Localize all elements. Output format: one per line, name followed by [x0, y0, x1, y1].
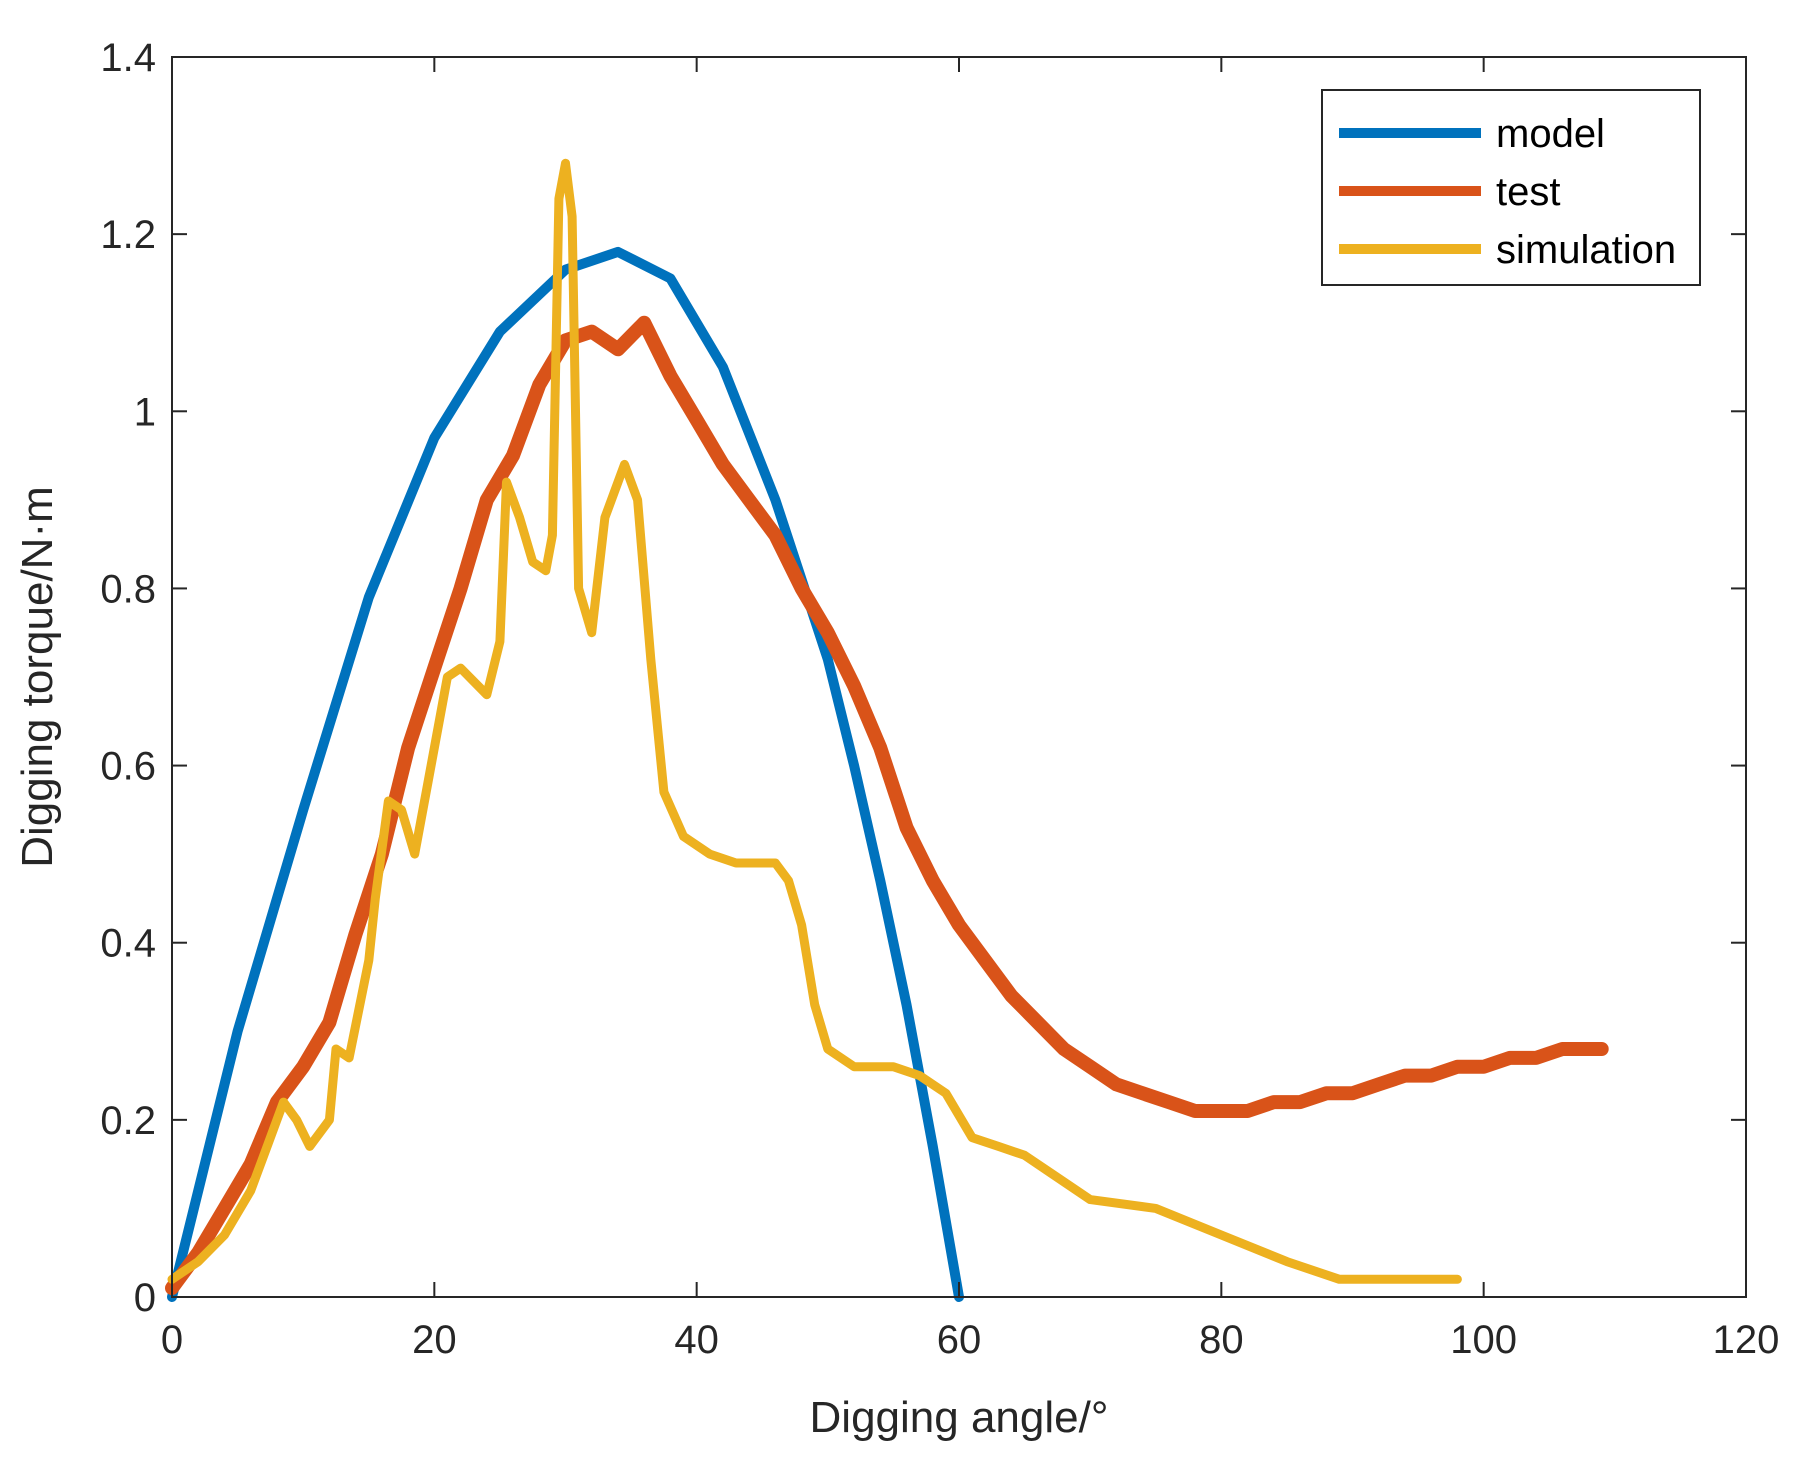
series-line-model: [167, 246, 964, 1302]
legend-label-model: model: [1496, 112, 1605, 156]
x-tick-label: 0: [161, 1318, 183, 1362]
legend-label-simulation: simulation: [1496, 228, 1676, 272]
x-tick-label: 100: [1450, 1318, 1517, 1362]
series-layer: [165, 158, 1609, 1302]
x-ticks: 0 20 40 60 80 100 120: [161, 57, 1780, 1362]
y-tick-label: 1.2: [100, 213, 156, 257]
series-line-test: [165, 315, 1609, 1296]
y-ticks: 0 0.2 0.4 0.6 0.8 1 1.2 1.4: [100, 36, 1746, 1320]
y-tick-label: 0: [134, 1276, 156, 1320]
y-tick-label: 0.8: [100, 567, 156, 611]
legend: model test simulation: [1321, 89, 1701, 286]
x-axis-label: Digging angle/°: [810, 1393, 1109, 1442]
x-tick-label: 80: [1199, 1318, 1244, 1362]
y-axis-label: Digging torque/N·m: [13, 486, 62, 868]
y-tick-label: 0.2: [100, 1099, 156, 1143]
y-tick-label: 0.6: [100, 745, 156, 789]
y-tick-label: 1.4: [100, 36, 156, 80]
x-tick-label: 120: [1713, 1318, 1780, 1362]
series-line-simulation: [167, 158, 1462, 1284]
x-tick-label: 60: [937, 1318, 982, 1362]
y-tick-label: 0.4: [100, 922, 156, 966]
y-tick-label: 1: [134, 390, 156, 434]
legend-label-test: test: [1496, 170, 1560, 214]
x-tick-label: 40: [674, 1318, 719, 1362]
x-tick-label: 20: [412, 1318, 457, 1362]
